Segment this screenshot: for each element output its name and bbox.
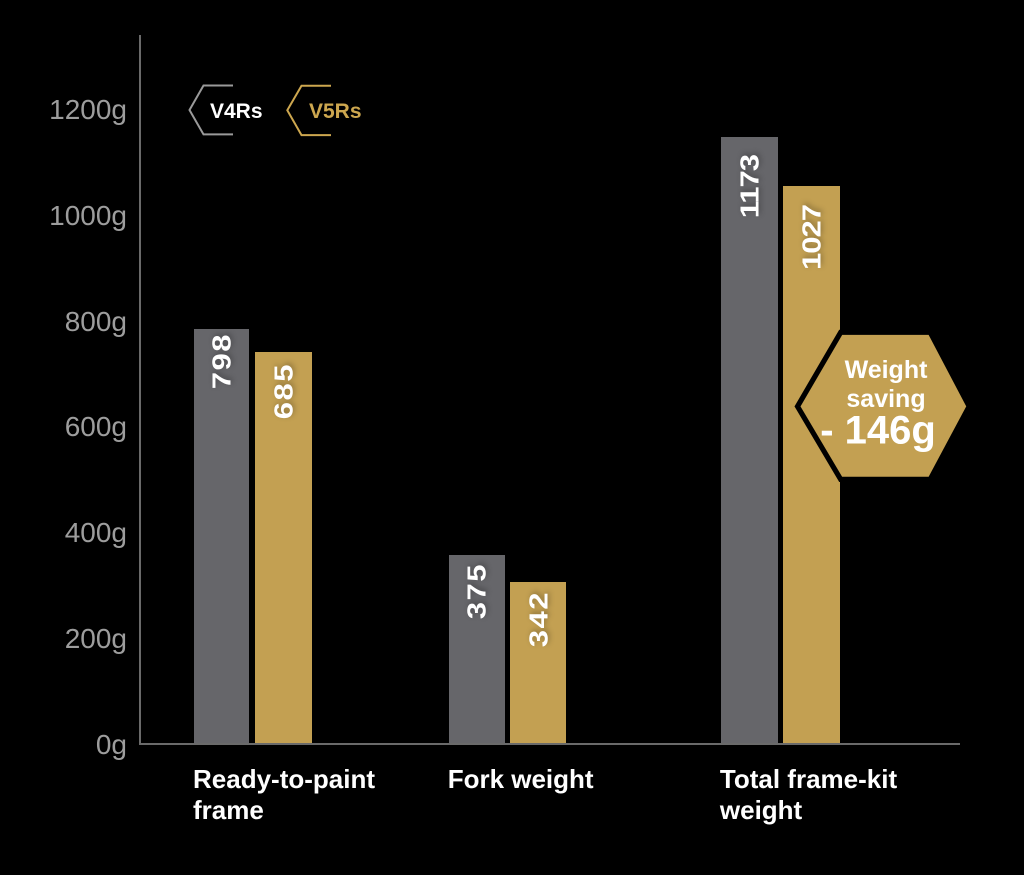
svg-text:Weight: Weight [845,356,929,384]
svg-text:- 146g: - 146g [820,409,936,453]
svg-text:saving: saving [846,385,925,413]
